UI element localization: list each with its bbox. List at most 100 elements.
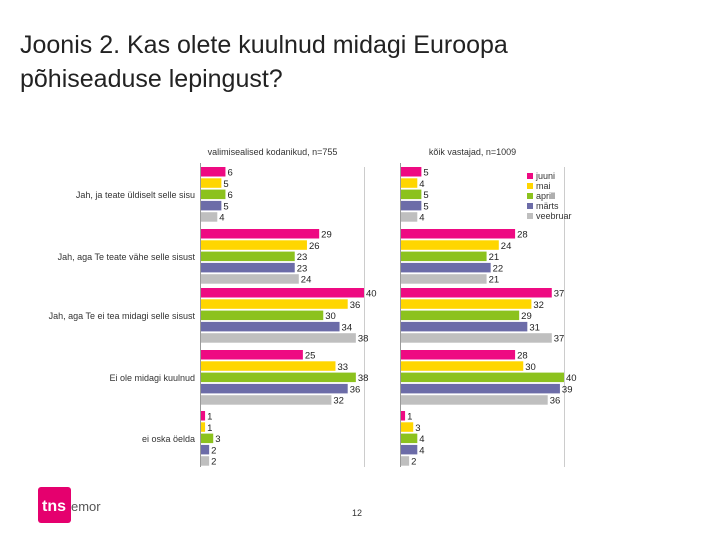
data-label-p1-c4-veebruar: 32 [333,396,344,407]
bar-p1-c3-juuni [201,288,364,298]
bar-p1-c4-aprill [201,372,356,383]
bar-p2-c1-mai [401,178,418,188]
bar-p2-c3-mai [401,299,532,309]
data-label-p1-c2-mai: 26 [309,241,320,252]
bar-p1-c4-veebruar [201,395,332,405]
bar-p2-c4-märts [401,383,560,394]
bar-p2-c5-juuni [401,411,406,421]
data-label-p2-c1-juuni: 5 [423,168,428,179]
data-label-p1-c5-veebruar: 2 [211,457,216,468]
slide-title: Joonis 2. Kas olete kuulnud midagi Euroo… [20,28,660,96]
bar-p2-c2-märts [401,262,491,273]
data-label-p1-c1-mai: 5 [223,179,228,190]
data-label-p2-c2-märts: 22 [493,263,504,274]
data-label-p1-c5-mai: 1 [207,423,212,434]
data-label-p2-c4-mai: 30 [525,362,536,373]
bar-p2-c1-aprill [401,189,422,200]
bar-p2-c3-märts [401,321,528,332]
logo-box [38,487,71,523]
data-label-p1-c5-juuni: 1 [207,412,212,423]
bar-p1-c1-juuni [201,167,226,177]
bar-p1-c3-veebruar [201,333,356,343]
bar-p2-c4-mai [401,361,524,371]
page-number: 12 [352,508,363,518]
bar-p1-c2-veebruar [201,274,299,284]
data-label-p2-c2-veebruar: 21 [489,275,500,286]
data-label-p1-c2-veebruar: 24 [301,275,312,286]
bar-p1-c2-mai [201,240,307,250]
data-label-p1-c3-veebruar: 38 [358,334,369,345]
data-label-p2-c1-veebruar: 4 [419,213,424,224]
bar-p2-c4-aprill [401,372,564,383]
data-label-p2-c4-juuni: 28 [517,351,528,362]
bar-p2-c3-veebruar [401,333,552,343]
bar-p1-c1-aprill [201,189,226,200]
legend-label-veebruar: veebruar [536,211,572,221]
bar-p1-c1-veebruar [201,212,218,222]
bar-p1-c1-mai [201,178,222,188]
legend-label-mai: mai [536,181,551,191]
data-label-p2-c3-mai: 32 [533,300,544,311]
data-label-p2-c3-aprill: 29 [521,311,532,322]
slide-title-line-2: põhiseaduse lepingust? [20,65,283,93]
data-label-p2-c2-aprill: 21 [489,252,500,263]
legend-label-aprill: aprill [536,191,555,201]
bar-p1-c5-aprill [201,433,214,444]
bar-p1-c5-juuni [201,411,206,421]
bar-p1-c2-juuni [201,229,320,239]
bar-p2-c4-juuni [401,350,516,360]
category-label-3: Jah, aga Te ei tea midagi selle sisust [49,311,196,321]
legend-swatch-aprill [527,193,533,199]
bar-p1-c2-märts [201,262,295,273]
data-label-p1-c4-mai: 33 [337,362,348,373]
tns-emor-logo: tns emor [38,485,128,525]
bar-p1-c5-mai [201,422,206,432]
data-label-p2-c3-märts: 31 [529,322,540,333]
data-label-p1-c3-märts: 34 [342,322,353,333]
legend-swatch-mai [527,183,533,189]
legend-swatch-juuni [527,173,533,179]
data-label-p1-c1-aprill: 6 [227,190,232,201]
data-label-p1-c4-juuni: 25 [305,351,316,362]
bar-p1-c4-mai [201,361,336,371]
data-label-p2-c5-märts: 4 [419,445,424,456]
data-label-p1-c1-veebruar: 4 [219,213,224,224]
bar-p1-c5-veebruar [201,456,210,466]
data-label-p1-c1-märts: 5 [223,201,228,212]
data-label-p2-c1-märts: 5 [423,201,428,212]
data-label-p1-c4-aprill: 38 [358,373,369,384]
data-label-p1-c3-mai: 36 [350,300,361,311]
legend-label-märts: märts [536,201,559,211]
panel-title-2: kõik vastajad, n=1009 [429,147,516,157]
bar-p2-c3-aprill [401,310,520,321]
data-label-p1-c2-märts: 23 [297,263,308,274]
data-label-p2-c1-aprill: 5 [423,190,428,201]
data-label-p1-c5-aprill: 3 [215,434,220,445]
data-label-p2-c2-mai: 24 [501,241,512,252]
bar-p1-c4-juuni [201,350,303,360]
data-label-p2-c5-mai: 3 [415,423,420,434]
logo-mark: tns [42,498,66,515]
data-label-p1-c3-juuni: 40 [366,289,377,300]
data-label-p2-c3-juuni: 37 [554,289,565,300]
data-label-p2-c4-aprill: 40 [566,373,577,384]
bar-p2-c2-mai [401,240,499,250]
legend-swatch-märts [527,203,533,209]
category-label-5: ei oska öelda [142,434,195,444]
legend-label-juuni: juuni [535,171,555,181]
data-label-p2-c1-mai: 4 [419,179,424,190]
logo-brand: emor [71,499,101,514]
data-label-p2-c5-veebruar: 2 [411,457,416,468]
category-label-1: Jah, ja teate üldiselt selle sisu [76,190,195,200]
data-label-p2-c5-juuni: 1 [407,412,412,423]
bar-p1-c1-märts [201,200,222,211]
bar-p2-c2-aprill [401,251,487,262]
category-label-2: Jah, aga Te teate vähe selle sisust [58,252,196,262]
data-label-p2-c4-märts: 39 [562,384,573,395]
category-label-4: Ei ole midagi kuulnud [109,373,195,383]
bar-p2-c4-veebruar [401,395,548,405]
bar-p2-c1-märts [401,200,422,211]
data-label-p1-c1-juuni: 6 [227,168,232,179]
panel-title-1: valimisealised kodanikud, n=755 [208,147,338,157]
